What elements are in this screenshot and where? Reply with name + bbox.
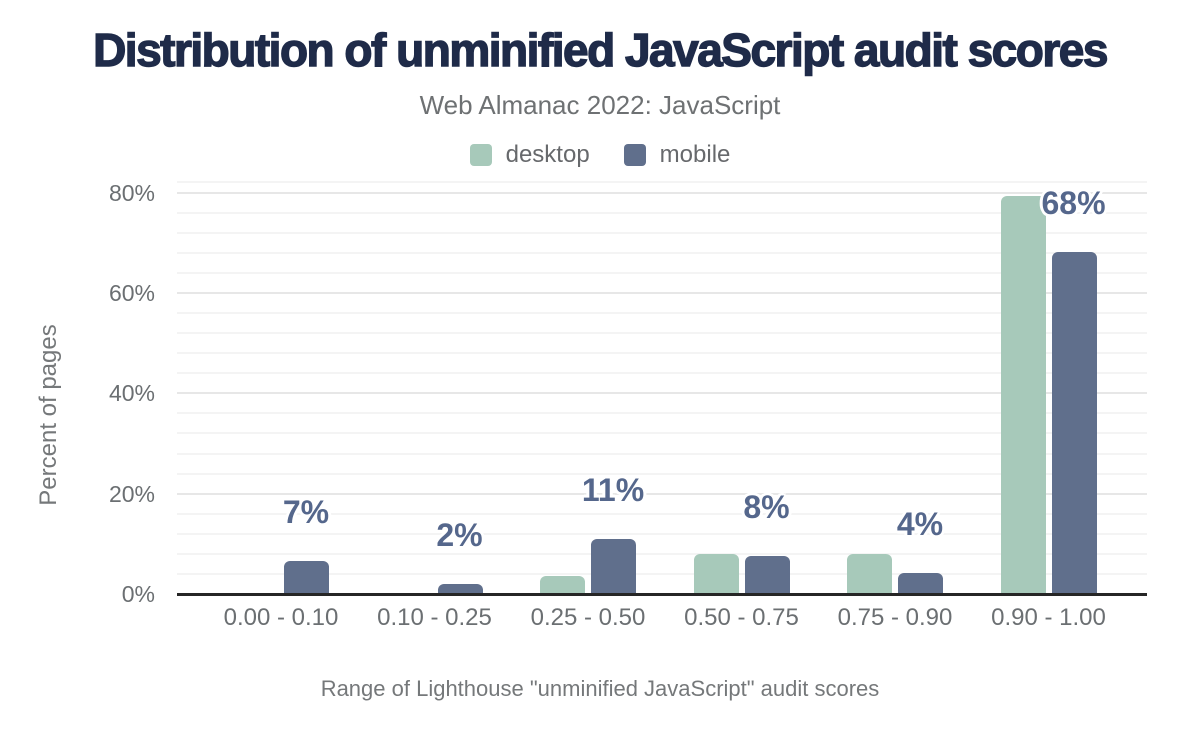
legend-swatch-desktop	[469, 144, 492, 166]
bar-group-5: 68%	[973, 181, 1125, 594]
bar-mobile-0	[284, 561, 329, 594]
gridline-minor	[177, 552, 1147, 555]
x-tick-label: 0.10 - 0.25	[377, 604, 492, 631]
bar-desktop-5	[1000, 196, 1046, 594]
gridline-minor	[177, 432, 1147, 435]
legend-swatch-mobile	[623, 144, 646, 166]
x-tick-label: 0.50 - 0.75	[684, 604, 799, 631]
data-label: 68%	[1041, 184, 1106, 221]
gridline-top	[177, 181, 1147, 183]
gridline-minor	[177, 352, 1147, 355]
bar-group-1: 2%	[359, 181, 511, 594]
legend-label: mobile	[659, 141, 731, 168]
gridline-major	[177, 392, 1147, 395]
gridline-major	[177, 492, 1147, 495]
gridline-minor	[177, 452, 1147, 455]
y-tick-label: 20%	[108, 480, 155, 507]
legend-item-mobile: mobile	[623, 141, 731, 169]
y-tick-label: 60%	[108, 279, 155, 306]
bar-group-0: 7%	[205, 181, 357, 594]
bar-mobile-4	[898, 572, 943, 594]
data-label: 8%	[743, 488, 790, 525]
bar-mobile-5	[1051, 251, 1097, 594]
y-tick-label: 0%	[121, 581, 155, 607]
gridline-minor	[177, 532, 1147, 535]
x-tick-label: 0.90 - 1.00	[991, 604, 1106, 631]
gridline-minor	[177, 332, 1147, 335]
gridline-minor	[177, 512, 1147, 515]
legend-label: desktop	[505, 141, 590, 168]
legend-item-desktop: desktop	[469, 141, 590, 169]
gridline-major	[177, 291, 1147, 294]
x-axis-title: Range of Lighthouse "unminified JavaScri…	[320, 676, 880, 701]
gridline-minor	[177, 572, 1147, 575]
x-tick-label: 0.00 - 0.10	[223, 604, 339, 631]
x-tick-label: 0.75 - 0.90	[837, 604, 953, 631]
gridline-minor	[177, 231, 1147, 234]
gridline-minor	[177, 271, 1147, 274]
data-label: 2%	[436, 516, 483, 553]
bar-mobile-3	[744, 555, 790, 594]
bar-group-4: 4%	[819, 181, 971, 594]
gridline-minor	[177, 312, 1147, 315]
gridline-minor	[177, 211, 1147, 214]
x-tick-label: 0.25 - 0.50	[530, 604, 646, 631]
gridline-major	[177, 191, 1147, 194]
bar-desktop-4	[847, 553, 892, 594]
bar-group-3: 8%	[666, 181, 818, 594]
legend: desktop mobile	[0, 141, 1200, 169]
y-axis-ticks: 0% 20% 40% 60% 80%	[0, 179, 155, 607]
bar-mobile-1	[437, 583, 483, 594]
plot-area: 7% 2% 11% 8% 4% 68%	[177, 181, 1147, 596]
data-label: 11%	[581, 471, 645, 508]
x-axis-ticks: 0.00 - 0.10 0.10 - 0.25 0.25 - 0.50 0.50 - …	[177, 604, 1147, 634]
chart-title: Distribution of unminified JavaScript au…	[92, 24, 1109, 76]
bar-group-2: 11%	[512, 181, 664, 594]
data-label: 4%	[896, 505, 944, 542]
chart-subtitle: Web Almanac 2022: JavaScript	[419, 90, 781, 120]
gridline-minor	[177, 412, 1147, 415]
gridline-minor	[177, 472, 1147, 475]
bar-mobile-2	[591, 538, 636, 594]
x-axis-line	[177, 593, 1147, 596]
gridline-minor	[177, 251, 1147, 254]
bar-desktop-3	[693, 553, 739, 594]
bar-desktop-2	[540, 575, 585, 594]
y-tick-label: 40%	[108, 380, 155, 407]
data-label: 7%	[282, 494, 330, 531]
gridline-minor	[177, 372, 1147, 375]
y-tick-label: 80%	[108, 179, 155, 206]
